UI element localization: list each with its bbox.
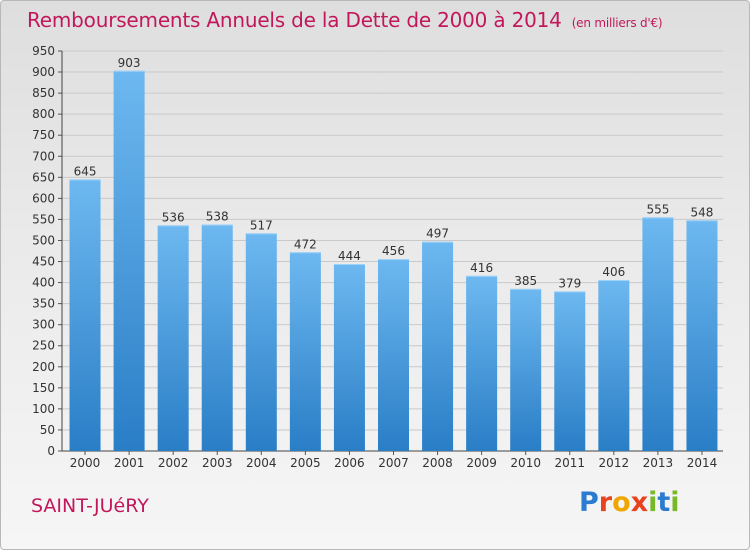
bar (201, 224, 233, 451)
value-label: 903 (118, 56, 141, 70)
value-label: 444 (338, 249, 361, 263)
bar (554, 291, 586, 451)
bar (642, 217, 674, 451)
logo-letter: o (612, 487, 631, 518)
value-label: 645 (74, 164, 97, 178)
x-tick-label: 2000 (70, 456, 101, 470)
x-tick-label: 2006 (334, 456, 365, 470)
y-tick-label: 200 (32, 360, 55, 374)
bar (113, 70, 145, 451)
x-tick-label: 2014 (687, 456, 718, 470)
logo-letter: t (657, 487, 671, 518)
logo-letter: i (648, 487, 658, 518)
bar-chart: 645 903 536 538 517 472 444 456 497 416 385 379 406 5… (32, 44, 723, 470)
place-name: SAINT-JUéRY (31, 495, 149, 517)
value-label: 555 (646, 202, 669, 216)
bar (157, 225, 189, 451)
y-tick-label: 400 (32, 276, 55, 290)
bar (245, 233, 277, 451)
y-tick-label: 800 (32, 107, 55, 121)
y-tick-label: 700 (32, 149, 55, 163)
value-label: 472 (294, 237, 317, 251)
x-tick-label: 2003 (202, 456, 233, 470)
x-tick-label: 2004 (246, 456, 277, 470)
value-label: 385 (514, 274, 537, 288)
y-tick-label: 850 (32, 86, 55, 100)
x-tick-label: 2010 (510, 456, 541, 470)
y-tick-label: 50 (40, 423, 55, 437)
bar (378, 259, 409, 451)
x-tick-label: 2009 (466, 456, 497, 470)
bar (686, 220, 718, 451)
y-tick-label: 150 (32, 381, 55, 395)
chart-title: Remboursements Annuels de la Dette de 20… (27, 8, 663, 32)
value-label: 456 (382, 244, 405, 258)
y-tick-label: 550 (32, 212, 55, 226)
y-tick-label: 250 (32, 339, 55, 353)
bar (333, 264, 365, 451)
tick-labels: 0 50 100 150 200 250 300 350 400 450 500 550 600 650 7… (32, 44, 717, 470)
logo-letter: i (670, 487, 680, 518)
value-label: 497 (426, 227, 449, 241)
value-label: 406 (602, 265, 625, 279)
y-tick-label: 100 (32, 402, 55, 416)
chart-unit: (en milliers d'€) (571, 16, 663, 30)
y-tick-label: 350 (32, 297, 55, 311)
y-tick-label: 650 (32, 170, 55, 184)
y-tick-label: 0 (47, 444, 55, 458)
bar (289, 252, 321, 451)
y-tick-label: 500 (32, 233, 55, 247)
bar (466, 275, 498, 451)
y-tick-label: 900 (32, 65, 55, 79)
x-tick-label: 2012 (599, 456, 630, 470)
x-tick-label: 2002 (158, 456, 189, 470)
x-tick-label: 2005 (290, 456, 321, 470)
value-label: 416 (470, 261, 493, 275)
value-label: 548 (691, 205, 714, 219)
value-label: 379 (558, 276, 581, 290)
value-label: 536 (162, 210, 185, 224)
x-tick-label: 2011 (554, 456, 585, 470)
chart-title-text: Remboursements Annuels de la Dette de 20… (27, 8, 562, 32)
y-tick-label: 950 (32, 44, 55, 58)
x-tick-label: 2013 (643, 456, 674, 470)
proxiti-logo[interactable]: Proxiti (579, 487, 680, 518)
y-tick-label: 750 (32, 128, 55, 142)
x-tick-label: 2008 (422, 456, 453, 470)
value-label: 517 (250, 218, 273, 232)
bar (69, 179, 101, 451)
bar (598, 280, 630, 451)
y-tick-label: 600 (32, 191, 55, 205)
bar (422, 241, 454, 451)
x-tick-label: 2007 (378, 456, 409, 470)
y-tick-label: 300 (32, 318, 55, 332)
x-tick-label: 2001 (114, 456, 145, 470)
logo-letter: x (630, 487, 649, 518)
logo-letter: r (598, 487, 613, 518)
bars (69, 70, 718, 451)
y-tick-label: 450 (32, 255, 55, 269)
logo-letter: P (579, 487, 599, 518)
bar (510, 288, 542, 451)
value-label: 538 (206, 209, 229, 223)
value-labels: 645 903 536 538 517 472 444 456 497 416 385 379 406 5… (74, 56, 714, 291)
